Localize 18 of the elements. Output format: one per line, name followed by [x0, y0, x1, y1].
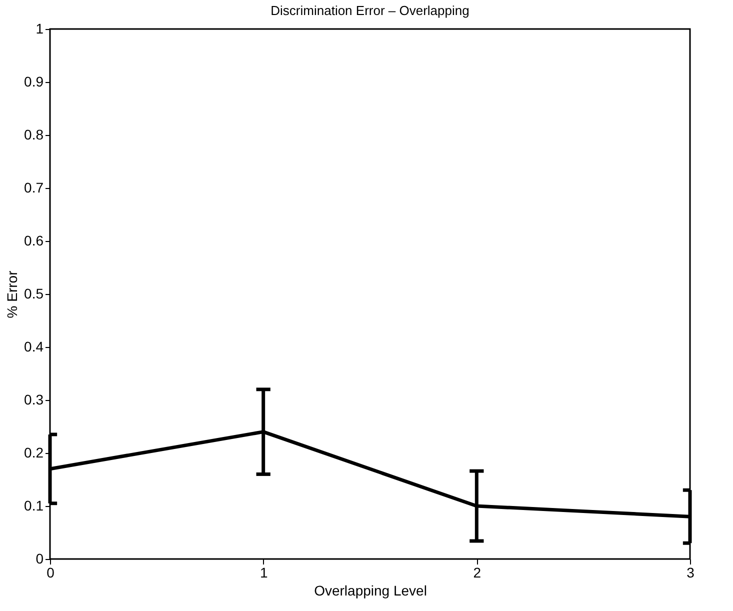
y-tick-label: 0: [36, 550, 44, 566]
x-tick-label: 1: [260, 564, 268, 580]
y-axis-title: % Error: [4, 270, 20, 318]
y-tick-label: 0.2: [24, 444, 44, 460]
y-tick-label: 1: [36, 20, 44, 36]
x-tick-label: 0: [46, 564, 55, 580]
y-tick-label: 0.3: [24, 392, 44, 408]
x-tick-label: 3: [686, 564, 695, 580]
y-tick-label: 0.9: [24, 74, 44, 90]
x-tick-label: 2: [473, 564, 482, 580]
chart-title: Discrimination Error – Overlapping: [270, 3, 470, 18]
x-axis-title: Overlapping Level: [314, 582, 427, 598]
y-tick-label: 0.6: [24, 232, 44, 248]
y-tick-label: 0.7: [24, 180, 44, 196]
y-tick-label: 0.8: [24, 126, 44, 142]
y-tick-label: 0.5: [24, 286, 44, 302]
y-tick-label: 0.1: [24, 498, 44, 514]
y-tick-label: 0.4: [24, 338, 44, 354]
